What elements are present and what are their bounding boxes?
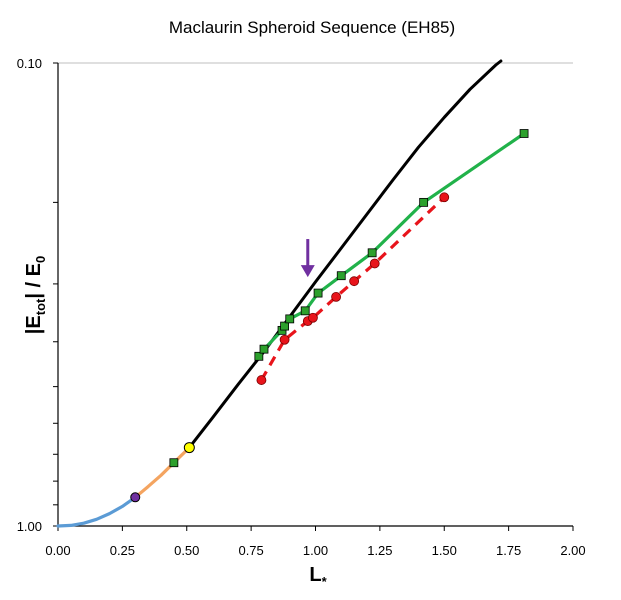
green-sequence-marker [280, 321, 290, 331]
chart-title: Maclaurin Spheroid Sequence (EH85) [169, 18, 455, 37]
x-tick-label: 0.50 [174, 543, 199, 558]
y-axis-label-sub1: tot [33, 298, 48, 315]
red-sequence-marker [256, 375, 267, 385]
red-sequence-line [260, 196, 446, 381]
x-tick-label: 1.75 [496, 543, 521, 558]
y-axis-label-main: |E [23, 315, 45, 334]
ticks: 0.00 0.25 0.50 0.75 1.00 1.25 1.50 1.75 2.00 1.00… [17, 56, 586, 558]
red-sequence-marker [439, 192, 450, 203]
green-sequence-marker [259, 344, 269, 354]
x-tick-label: 2.00 [560, 543, 585, 558]
y-tick-label: 1.00 [17, 519, 42, 534]
green-square-point [169, 458, 179, 468]
x-tick-label: 0.75 [238, 543, 263, 558]
green-sequence-marker [367, 248, 377, 258]
red-sequence-marker [279, 334, 290, 345]
green-sequence-marker [300, 306, 310, 316]
yellow-point [183, 442, 195, 454]
marker-layer [130, 129, 529, 503]
x-tick-label: 0.25 [110, 543, 135, 558]
y-axis-label-mid: | / E [23, 263, 45, 299]
green-sequence-marker [336, 271, 346, 281]
red-sequence-marker [369, 258, 380, 269]
green-sequence-marker [519, 129, 529, 138]
maclaurin-black-line [187, 59, 503, 450]
x-tick-label: 1.25 [367, 543, 392, 558]
green-sequence-line [257, 131, 526, 358]
purple-point [130, 492, 141, 503]
y-axis-label-sub2: 0 [33, 256, 48, 263]
x-tick-label: 1.00 [303, 543, 328, 558]
series-layer [56, 59, 526, 528]
red-sequence-marker [308, 312, 318, 323]
green-sequence-marker [419, 197, 429, 207]
y-tick-label: 0.10 [17, 56, 42, 71]
maclaurin-blue-line [56, 495, 137, 528]
red-sequence-marker [349, 276, 360, 287]
y-axis-label: |Etot| / E0 [23, 256, 48, 334]
x-tick-label: 0.00 [45, 543, 70, 558]
green-sequence-marker [285, 314, 295, 324]
x-axis-label: L* [309, 564, 327, 589]
green-sequence-marker [254, 351, 264, 361]
red-sequence-marker [331, 291, 342, 302]
arrow-head [300, 265, 315, 278]
green-sequence-marker [313, 288, 323, 298]
x-axis-label-main: L [309, 564, 321, 586]
maclaurin-orange-line [133, 446, 191, 499]
x-tick-label: 1.50 [432, 543, 457, 558]
x-axis-label-sub: * [322, 574, 328, 589]
